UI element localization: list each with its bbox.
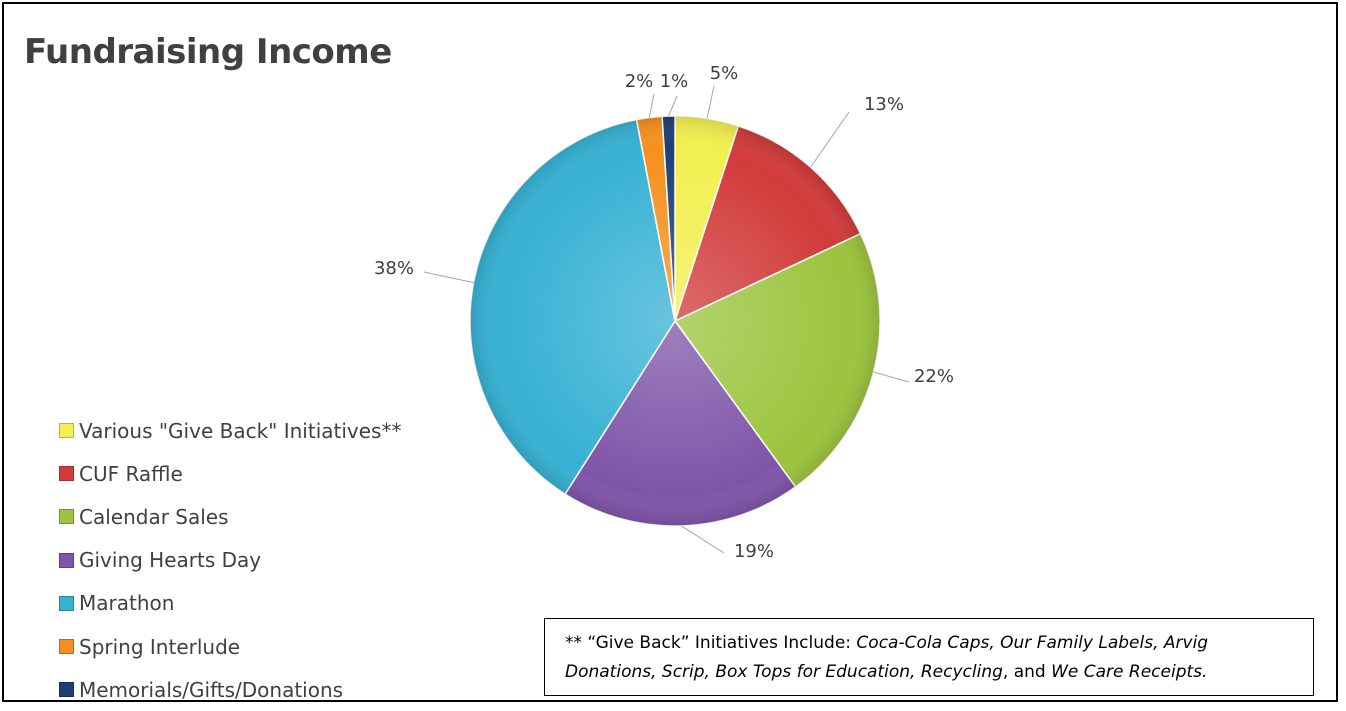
legend-label-1: Various "Give Back" Initiatives**: [79, 418, 402, 443]
legend-swatch-2: [59, 466, 74, 482]
legend-swatch-1: [59, 423, 74, 439]
footnote-prefix: ** “Give Back” Initiatives Include:: [565, 633, 857, 653]
legend: Various "Give Back" Initiatives** CUF Raf…: [59, 409, 401, 711]
data-label-7: 1%: [660, 71, 689, 92]
legend-label-4: Giving Hearts Day: [79, 548, 262, 573]
leader-line-4: [681, 525, 725, 554]
footnote-items-1: Coca-Cola Caps, Our Family Labels, Arvig: [856, 633, 1209, 653]
data-label-5: 38%: [374, 258, 414, 279]
legend-label-6: Spring Interlude: [79, 634, 241, 659]
legend-item-3: Calendar Sales: [59, 495, 401, 538]
data-label-1: 5%: [710, 63, 739, 84]
legend-swatch-5: [59, 595, 74, 611]
data-label-2: 13%: [864, 94, 904, 115]
leader-line-2: [810, 111, 850, 168]
legend-label-2: CUF Raffle: [79, 461, 183, 486]
leader-line-3: [873, 371, 910, 383]
legend-label-3: Calendar Sales: [79, 504, 229, 529]
data-label-3: 22%: [914, 366, 954, 387]
legend-swatch-6: [59, 639, 74, 655]
legend-label-5: Marathon: [79, 591, 175, 616]
footnote-items-2: Donations, Scrip, Box Tops for Education…: [565, 662, 1003, 682]
leader-line-1: [706, 85, 715, 119]
leader-line-5: [423, 271, 474, 284]
legend-item-4: Giving Hearts Day: [59, 539, 401, 582]
data-label-4: 19%: [734, 541, 774, 562]
chart-title: Fundraising Income: [24, 32, 392, 72]
footnote-middle: , and: [1002, 662, 1052, 682]
legend-item-5: Marathon: [59, 582, 401, 625]
leader-line-6: [648, 93, 655, 118]
legend-swatch-3: [59, 509, 74, 525]
footnote: ** “Give Back” Initiatives Include: Coca…: [544, 618, 1314, 696]
legend-label-7: Memorials/Gifts/Donations: [79, 677, 344, 702]
legend-item-6: Spring Interlude: [59, 625, 401, 668]
legend-swatch-4: [59, 552, 74, 568]
leader-line-7: [668, 95, 678, 117]
legend-item-1: Various "Give Back" Initiatives**: [59, 409, 401, 452]
chart-frame: Fundraising Income 5% 13% 22% 19% 38% 2% 1% Va…: [2, 2, 1338, 702]
legend-item-2: CUF Raffle: [59, 452, 401, 495]
legend-item-7: Memorials/Gifts/Donations: [59, 668, 401, 711]
legend-swatch-7: [59, 682, 74, 698]
footnote-items-3: We Care Receipts.: [1051, 662, 1208, 682]
data-label-6: 2%: [625, 71, 654, 92]
